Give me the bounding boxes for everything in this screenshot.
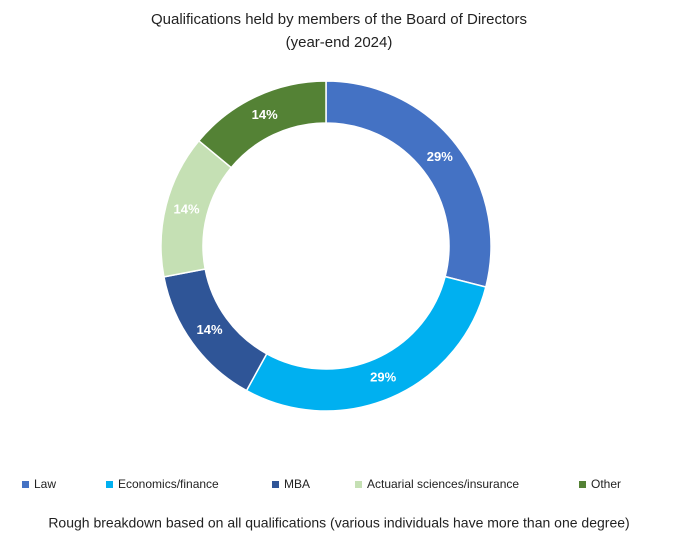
chart-title: Qualifications held by members of the Bo… xyxy=(151,11,527,28)
legend-swatch xyxy=(579,481,586,488)
data-label: 29% xyxy=(427,149,453,164)
legend-swatch xyxy=(355,481,362,488)
data-label: 29% xyxy=(370,370,396,385)
legend-swatch xyxy=(272,481,279,488)
data-label: 14% xyxy=(196,322,222,337)
legend-swatch xyxy=(106,481,113,488)
chart-subtitle: (year-end 2024) xyxy=(286,34,393,51)
legend-label: Economics/finance xyxy=(118,477,219,491)
footnote: Rough breakdown based on all qualificati… xyxy=(48,515,629,531)
donut-segment xyxy=(245,275,487,412)
legend-label: MBA xyxy=(284,477,310,491)
legend-label: Actuarial sciences/insurance xyxy=(367,477,519,491)
donut-segment xyxy=(197,80,327,169)
donut-segment xyxy=(325,80,492,288)
data-label: 14% xyxy=(252,107,278,122)
legend-label: Law xyxy=(34,477,56,491)
legend-swatch xyxy=(22,481,29,488)
legend-label: Other xyxy=(591,477,621,491)
data-label: 14% xyxy=(174,202,200,217)
